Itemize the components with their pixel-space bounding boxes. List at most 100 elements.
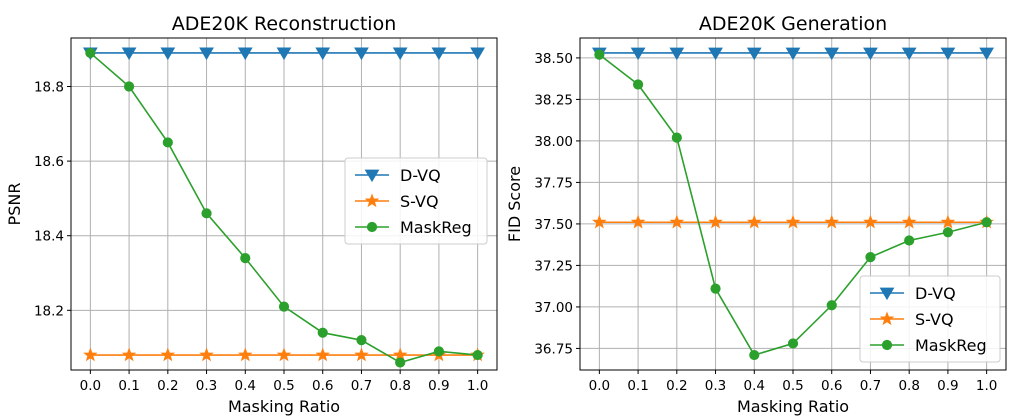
x-axis-label: Masking Ratio [737,397,849,416]
data-point-maskreg [395,357,406,368]
data-point-d-vq [863,47,878,61]
data-point-s-vq [708,214,723,229]
x-tick-label: 0.6 [821,378,842,394]
y-axis-label: FID Score [505,166,524,242]
x-tick-label: 0.8 [898,378,919,394]
data-point-s-vq [940,214,956,229]
y-axis-label: PSNR [5,183,24,226]
legend-label-maskreg: MaskReg [915,336,987,355]
legend-marker-maskreg [366,221,378,233]
y-tick-label: 38.25 [534,92,573,108]
y-tick-label: 38.00 [534,134,573,150]
data-point-d-vq [901,47,917,61]
generation-chart: 0.0 0.1 0.2 0.3 0.4 0.5 0.6 0.7 0.8 0.9 1.0 36.75 37… [505,13,1007,416]
data-point-maskreg [85,47,96,59]
data-point-d-vq [669,47,685,61]
data-point-s-vq [747,214,762,229]
x-tick-label: 0.5 [273,378,294,394]
x-tick-label: 0.2 [157,378,178,394]
x-tick-label: 1.0 [467,378,488,394]
y-tick-label: 18.6 [34,154,64,170]
data-point-s-vq [315,347,330,362]
x-tick-label: 0.9 [428,378,449,394]
legend-label-s-vq: S-VQ [915,310,954,329]
data-point-s-vq [238,347,253,362]
x-tick-label: 0.1 [118,378,139,394]
data-point-d-vq [979,47,995,61]
y-tick-label: 38.50 [534,51,573,67]
data-point-maskreg [904,235,915,246]
data-point-maskreg [865,252,876,263]
y-tick-label: 37.25 [534,258,573,274]
data-point-s-vq [160,347,176,362]
data-point-maskreg [240,252,251,264]
chart-title: ADE20K Reconstruction [172,13,397,35]
data-point-d-vq [199,47,214,61]
data-point-s-vq [354,347,369,362]
data-point-d-vq [746,47,762,61]
data-point-maskreg [594,49,605,60]
x-tick-label: 0.2 [666,378,687,394]
y-tick-label: 37.50 [534,217,573,233]
x-tick-label: 0.3 [196,378,217,394]
legend-marker-s-vq [364,193,380,208]
data-point-maskreg [356,335,367,346]
y-tick-label: 37.00 [534,300,573,316]
legend: D-VQ S-VQ MaskReg [344,157,488,245]
data-point-maskreg [201,208,212,219]
data-point-maskreg [433,346,445,357]
data-point-s-vq [863,214,878,229]
data-point-maskreg [123,81,135,92]
data-point-maskreg [472,349,483,361]
data-point-maskreg [942,227,954,238]
data-point-d-vq [392,47,408,61]
legend-label-s-vq: S-VQ [400,192,439,211]
legend-marker-maskreg [881,339,893,351]
data-point-s-vq [669,214,685,229]
y-tick-label: 36.75 [534,341,573,357]
x-tick-label: 0.1 [627,378,648,394]
chart-title: ADE20K Generation [699,13,887,35]
data-point-maskreg [981,217,992,228]
legend-box [344,157,488,245]
legend-marker-d-vq [364,169,380,183]
x-axis-label: Masking Ratio [228,397,340,416]
data-point-d-vq [276,47,292,61]
data-point-maskreg [317,327,328,338]
data-point-d-vq [160,47,176,61]
data-point-maskreg [787,338,799,349]
x-tick-label: 0.3 [705,378,726,394]
data-point-maskreg [278,301,290,312]
legend-label-maskreg: MaskReg [400,218,472,237]
data-point-d-vq [708,47,723,61]
x-tick-label: 1.0 [976,378,997,394]
data-point-maskreg [710,283,721,294]
data-point-d-vq [237,47,253,61]
x-tick-label: 0.7 [351,378,372,394]
x-tick-label: 0.0 [80,378,101,394]
data-point-maskreg [826,300,837,311]
data-point-s-vq [83,347,98,362]
data-point-d-vq [630,47,646,61]
data-point-d-vq [785,47,801,61]
data-point-s-vq [199,347,214,362]
legend: D-VQ S-VQ MaskReg [859,275,1001,363]
data-point-d-vq [940,47,956,61]
data-point-s-vq [592,214,607,229]
legend-marker-d-vq [879,287,895,301]
legend-box [859,275,1001,363]
reconstruction-chart: 0.0 0.1 0.2 0.3 0.4 0.5 0.6 0.7 0.8 0.9 1.0 18.2 18.… [5,13,498,416]
legend-marker-s-vq [879,311,895,326]
data-point-d-vq [470,47,486,61]
y-tick-label: 18.4 [34,229,64,245]
data-point-maskreg [632,79,644,90]
data-point-d-vq [121,47,137,61]
x-tick-label: 0.6 [312,378,333,394]
x-tick-label: 0.9 [937,378,958,394]
data-point-s-vq [121,347,137,362]
x-tick-label: 0.4 [235,378,256,394]
x-tick-label: 0.0 [589,378,610,394]
data-point-maskreg [162,137,173,148]
data-point-d-vq [824,47,840,61]
